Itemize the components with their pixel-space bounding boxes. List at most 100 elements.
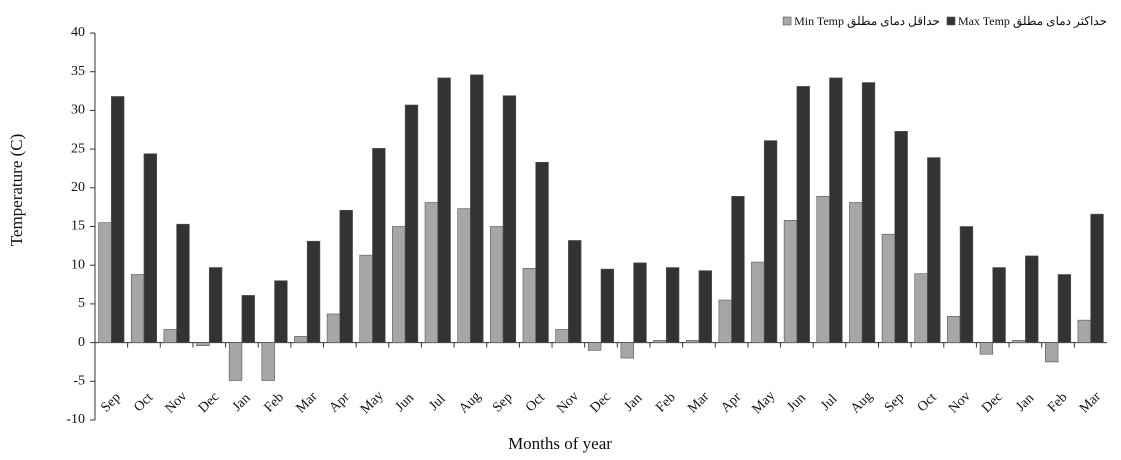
bar bbox=[685, 339, 700, 343]
x-tick-label: Jun bbox=[393, 391, 417, 415]
bar bbox=[176, 223, 190, 343]
y-tick-label: 0 bbox=[78, 335, 85, 350]
x-tick-label: Sep bbox=[98, 390, 123, 415]
y-tick-label: -5 bbox=[73, 374, 85, 389]
bar bbox=[751, 261, 765, 343]
legend-swatch bbox=[782, 16, 792, 26]
x-tick-label: Dec bbox=[979, 390, 1006, 417]
bar bbox=[816, 196, 830, 343]
bar bbox=[568, 240, 582, 343]
x-tick-label: Mar bbox=[293, 389, 320, 416]
bar bbox=[914, 273, 928, 343]
x-tick-label: Jul bbox=[818, 392, 840, 414]
bar bbox=[208, 267, 223, 343]
bar bbox=[1012, 339, 1026, 343]
bar bbox=[992, 267, 1006, 343]
x-tick-label: Jan bbox=[1013, 391, 1037, 415]
y-tick-label: 10 bbox=[71, 257, 85, 272]
bar bbox=[620, 342, 634, 359]
bar bbox=[731, 196, 745, 343]
bar bbox=[600, 268, 615, 343]
x-tick-label: Aug bbox=[848, 389, 876, 417]
y-tick-label: -10 bbox=[66, 412, 85, 427]
x-tick-label: Oct bbox=[915, 390, 940, 415]
bar bbox=[372, 148, 386, 343]
x-tick-label: Mar bbox=[685, 389, 712, 416]
bar bbox=[130, 274, 145, 343]
bar bbox=[274, 280, 288, 343]
y-tick-label: 25 bbox=[71, 141, 85, 156]
y-tick-label: 40 bbox=[71, 25, 85, 40]
legend-swatch bbox=[946, 16, 956, 26]
bar bbox=[1057, 274, 1072, 343]
y-tick-label: 35 bbox=[71, 64, 85, 79]
x-tick-label: Oct bbox=[523, 390, 548, 415]
x-tick-label: Aug bbox=[456, 389, 484, 417]
bar bbox=[1090, 213, 1104, 343]
x-tick-label: Jan bbox=[230, 391, 254, 415]
x-tick-label: Jul bbox=[426, 392, 448, 414]
x-tick-label: Sep bbox=[490, 390, 515, 415]
bar bbox=[470, 74, 484, 343]
bar bbox=[196, 342, 210, 346]
x-tick-label: Nov bbox=[554, 389, 582, 417]
bar bbox=[163, 329, 177, 343]
bar bbox=[763, 140, 778, 343]
x-axis-title: Months of year bbox=[508, 434, 612, 453]
y-tick-label: 30 bbox=[71, 103, 85, 118]
bar bbox=[1077, 319, 1091, 343]
x-tick-label: Oct bbox=[131, 390, 156, 415]
bar bbox=[241, 295, 255, 343]
x-tick-label: Feb bbox=[653, 390, 678, 415]
x-tick-label: Dec bbox=[588, 390, 615, 417]
bar bbox=[633, 262, 647, 343]
bar bbox=[143, 153, 157, 343]
x-tick-label: Feb bbox=[262, 390, 287, 415]
bar bbox=[665, 267, 680, 343]
bar bbox=[881, 233, 896, 343]
x-tick-label: Sep bbox=[882, 390, 907, 415]
x-tick-label: Nov bbox=[946, 389, 974, 417]
bar bbox=[392, 226, 406, 343]
bar bbox=[294, 336, 308, 343]
legend-label: Min Temp حداقل دمای مطلق bbox=[794, 14, 940, 28]
x-tick-label: Dec bbox=[196, 390, 223, 417]
bar bbox=[829, 77, 843, 343]
bar bbox=[359, 254, 373, 343]
bar bbox=[861, 82, 876, 343]
bar bbox=[959, 226, 974, 343]
bar bbox=[502, 95, 517, 343]
bar bbox=[457, 208, 471, 343]
bar bbox=[98, 222, 112, 343]
y-tick-label: 20 bbox=[71, 180, 85, 195]
bar bbox=[339, 209, 353, 343]
x-tick-label: May bbox=[750, 388, 779, 417]
x-tick-label: Nov bbox=[163, 389, 191, 417]
bar bbox=[228, 342, 243, 381]
bar bbox=[326, 313, 341, 343]
bar bbox=[522, 267, 537, 343]
y-tick-label: 15 bbox=[71, 219, 85, 234]
bar bbox=[979, 342, 994, 355]
x-tick-label: Mar bbox=[1077, 389, 1104, 416]
bar bbox=[718, 299, 732, 343]
y-tick-label: 5 bbox=[78, 296, 85, 311]
bar bbox=[1045, 342, 1059, 363]
bar bbox=[653, 339, 667, 343]
bar bbox=[849, 202, 863, 343]
bar bbox=[306, 240, 321, 343]
x-tick-label: Apr bbox=[327, 390, 353, 416]
x-tick-label: Feb bbox=[1045, 390, 1070, 415]
bar bbox=[947, 315, 961, 343]
x-tick-label: May bbox=[358, 388, 387, 417]
bar bbox=[111, 96, 125, 343]
bar bbox=[1025, 255, 1039, 343]
x-tick-label: Jan bbox=[622, 391, 646, 415]
bar bbox=[261, 342, 275, 381]
bar bbox=[796, 86, 810, 343]
bar bbox=[698, 270, 712, 343]
y-axis-title: Temperature (C) bbox=[7, 134, 26, 247]
bar bbox=[437, 77, 451, 343]
bar bbox=[783, 220, 798, 343]
